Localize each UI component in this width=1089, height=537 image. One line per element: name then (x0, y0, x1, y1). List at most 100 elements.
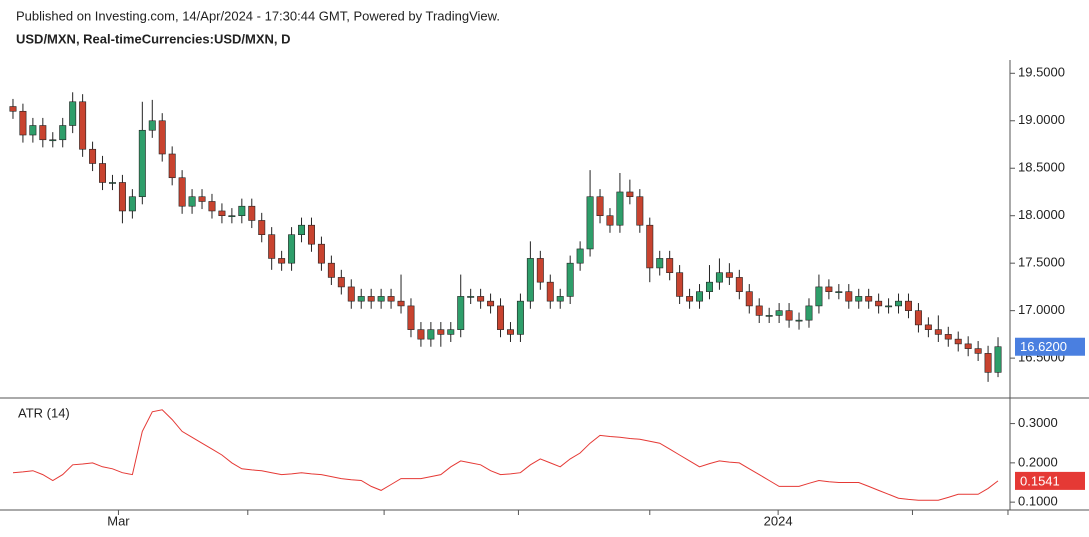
candle-body (467, 296, 475, 298)
candle-body (238, 205, 246, 217)
y-tick-label: 19.0000 (1018, 112, 1065, 127)
candle-body (79, 101, 87, 150)
candle-body (258, 220, 266, 235)
candle-body (118, 182, 126, 212)
candle-body (845, 291, 853, 302)
y-tick-label: 0.1000 (1018, 494, 1058, 509)
candle-body (427, 329, 435, 340)
candle-body (984, 353, 992, 373)
candle-body (39, 125, 47, 141)
atr-title: ATR (14) (18, 405, 70, 420)
candle-body (168, 153, 176, 179)
candle-body (387, 296, 395, 302)
candle-body (248, 205, 256, 221)
y-tick-label: 18.0000 (1018, 207, 1065, 222)
candle-body (487, 300, 495, 307)
candle-body (696, 291, 704, 302)
last-value-badge (1015, 471, 1085, 490)
candle-body (367, 296, 375, 302)
candle-body (327, 262, 335, 278)
candle-body (208, 201, 216, 212)
candle-body (865, 296, 873, 302)
candle-body (397, 300, 405, 307)
candle-body (795, 319, 803, 322)
candle-body (646, 224, 654, 269)
candle-body (715, 272, 723, 283)
candle-body (885, 305, 893, 308)
candle-body (19, 110, 27, 136)
candle-body (337, 277, 345, 288)
candle-body (755, 305, 763, 316)
y-tick-label: 17.0000 (1018, 302, 1065, 317)
candle-body (855, 296, 863, 302)
candle-body (307, 224, 315, 245)
candle-body (566, 262, 574, 297)
candle-body (656, 258, 664, 269)
last-value-badge (1015, 337, 1085, 356)
candle-body (745, 291, 753, 307)
candle-body (536, 258, 544, 283)
candle-body (616, 191, 624, 226)
candle-body (477, 296, 485, 302)
candle-body (765, 315, 773, 317)
y-tick-label: 19.5000 (1018, 65, 1065, 80)
candle-body (407, 305, 415, 330)
candle-body (546, 281, 554, 302)
candle-body (586, 196, 594, 250)
symbol-title: USD/MXN, Real-timeCurrencies:USD/MXN, D (16, 31, 291, 46)
candle-body (49, 139, 57, 142)
candle-body (964, 343, 972, 349)
candle-body (158, 120, 166, 155)
candle-body (735, 277, 743, 292)
candle-body (934, 329, 942, 335)
candle-body (108, 182, 116, 184)
candle-body (497, 305, 505, 330)
candle-body (835, 291, 843, 293)
candle-body (914, 310, 922, 326)
x-tick-label: 2024 (764, 513, 793, 528)
candle-body (357, 296, 365, 302)
candle-body (148, 120, 156, 131)
candle-body (506, 329, 514, 335)
candle-body (924, 324, 932, 330)
candle-body (606, 215, 614, 226)
candle-body (676, 272, 684, 297)
candle-body (69, 101, 77, 126)
candle-body (785, 310, 793, 321)
candle-body (875, 300, 883, 307)
candle-body (775, 310, 783, 316)
candle-body (417, 329, 425, 340)
y-tick-label: 0.3000 (1018, 415, 1058, 430)
candle-body (437, 329, 445, 335)
candle-body (526, 258, 534, 302)
y-tick-label: 17.5000 (1018, 255, 1065, 270)
candle-body (895, 300, 903, 307)
candle-body (974, 348, 982, 354)
candle-body (188, 196, 196, 207)
candle-body (666, 258, 674, 273)
candle-body (725, 272, 733, 278)
y-tick-label: 0.2000 (1018, 454, 1058, 469)
candle-body (457, 296, 465, 330)
candle-body (686, 296, 694, 302)
candle-body (29, 125, 37, 136)
candle-body (347, 286, 355, 302)
candle-body (576, 248, 584, 264)
y-tick-label: 18.5000 (1018, 160, 1065, 175)
candle-body (944, 334, 952, 340)
candle-body (904, 300, 912, 311)
candle-body (805, 305, 813, 321)
candle-body (377, 296, 385, 302)
candle-body (516, 300, 524, 335)
candle-body (178, 177, 186, 207)
candle-body (138, 129, 146, 198)
candle-body (825, 286, 833, 292)
candle-body (705, 281, 713, 292)
candle-body (228, 215, 236, 218)
candle-body (626, 191, 634, 198)
last-value-label: 16.6200 (1020, 339, 1067, 354)
candle-body (596, 196, 604, 217)
last-value-label: 0.1541 (1020, 473, 1060, 488)
candle-body (278, 258, 286, 264)
